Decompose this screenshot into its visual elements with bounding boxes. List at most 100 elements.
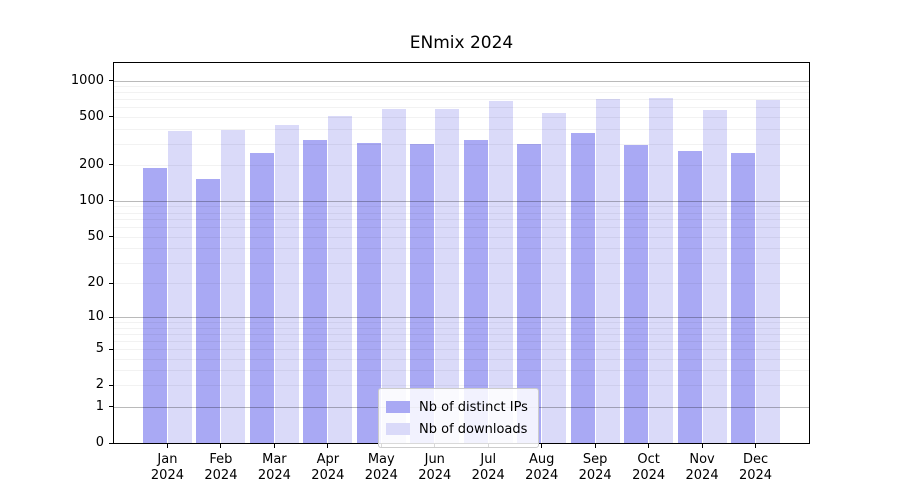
y-tick-mark-200 — [109, 164, 113, 166]
gridline-major-1000 — [114, 80, 809, 82]
y-tick-label-5: 5 — [95, 341, 104, 357]
bar-downloads-may — [381, 108, 406, 443]
bar-downloads-nov — [702, 109, 727, 443]
gridline-minor-800 — [114, 92, 809, 94]
x-tick-label-sep: Sep 2024 — [578, 452, 612, 483]
legend-swatch-distinct-ips — [386, 401, 410, 413]
x-tick-label-jun: Jun 2024 — [418, 452, 452, 483]
y-tick-mark-100 — [109, 200, 113, 202]
gridline-minor-3 — [114, 370, 809, 372]
y-tick-label-1: 1 — [95, 398, 104, 414]
gridline-minor-700 — [114, 99, 809, 101]
gridline-major-100 — [114, 200, 809, 202]
x-tick-label-jan: Jan 2024 — [150, 452, 184, 483]
y-tick-label-50: 50 — [87, 228, 104, 244]
y-tick-mark-500 — [109, 116, 113, 118]
x-tick-mark-apr — [327, 444, 329, 448]
y-tick-mark-5 — [109, 348, 113, 350]
gridline-minor-900 — [114, 86, 809, 88]
bar-downloads-jul — [488, 100, 513, 443]
gridline-major-10 — [114, 317, 809, 319]
bar-downloads-jun — [435, 108, 460, 443]
bar-downloads-oct — [649, 98, 674, 443]
plot-area — [113, 62, 810, 444]
y-tick-mark-1 — [109, 406, 113, 408]
x-tick-label-oct: Oct 2024 — [632, 452, 666, 483]
bar-distinct-ips-feb — [196, 179, 221, 443]
bar-downloads-dec — [756, 99, 781, 443]
gridline-minor-9 — [114, 322, 809, 324]
bar-distinct-ips-oct — [624, 144, 649, 443]
y-tick-mark-20 — [109, 282, 113, 284]
legend-swatch-downloads — [386, 423, 410, 435]
bar-downloads-sep — [595, 99, 620, 443]
gridline-minor-500 — [114, 116, 809, 118]
x-tick-mark-oct — [648, 444, 650, 448]
gridline-minor-40 — [114, 248, 809, 250]
x-tick-label-apr: Apr 2024 — [311, 452, 345, 483]
gridline-minor-6 — [114, 340, 809, 342]
x-tick-mark-mar — [273, 444, 275, 448]
x-tick-mark-sep — [594, 444, 596, 448]
bar-distinct-ips-nov — [677, 151, 702, 443]
y-tick-mark-0 — [109, 442, 113, 444]
y-tick-label-200: 200 — [79, 156, 104, 172]
x-tick-label-nov: Nov 2024 — [685, 452, 719, 483]
gridline-minor-60 — [114, 227, 809, 229]
gridline-minor-7 — [114, 333, 809, 335]
chart-title: ENmix 2024 — [409, 33, 514, 53]
x-tick-mark-jan — [166, 444, 168, 448]
y-tick-mark-50 — [109, 236, 113, 238]
gridline-minor-70 — [114, 219, 809, 221]
legend: Nb of distinct IPs Nb of downloads — [378, 388, 539, 448]
y-tick-label-0: 0 — [95, 435, 104, 450]
gridline-minor-4 — [114, 358, 809, 360]
x-tick-label-dec: Dec 2024 — [738, 452, 773, 483]
gridline-minor-600 — [114, 107, 809, 109]
x-tick-label-jul: Jul 2024 — [471, 452, 505, 483]
gridline-minor-8 — [114, 327, 809, 329]
legend-entry-downloads: Nb of downloads — [386, 418, 528, 440]
x-tick-label-mar: Mar 2024 — [257, 452, 291, 483]
gridline-minor-200 — [114, 164, 809, 166]
legend-label-distinct-ips: Nb of distinct IPs — [419, 399, 528, 415]
bar-distinct-ips-sep — [570, 133, 595, 443]
x-tick-mark-dec — [755, 444, 757, 448]
bar-downloads-feb — [221, 129, 246, 443]
gridline-minor-300 — [114, 143, 809, 145]
y-tick-label-500: 500 — [79, 108, 104, 124]
gridline-minor-5 — [114, 349, 809, 350]
y-tick-mark-2 — [109, 384, 113, 386]
y-tick-mark-1000 — [109, 80, 113, 82]
gridline-minor-80 — [114, 212, 809, 214]
gridline-minor-50 — [114, 236, 809, 238]
gridline-minor-30 — [114, 262, 809, 264]
y-tick-label-10: 10 — [87, 309, 104, 325]
bar-downloads-mar — [274, 124, 299, 443]
bar-distinct-ips-dec — [731, 152, 756, 443]
y-tick-label-20: 20 — [87, 275, 104, 291]
gridline-minor-400 — [114, 128, 809, 130]
x-tick-mark-nov — [701, 444, 703, 448]
legend-label-downloads: Nb of downloads — [419, 421, 528, 437]
x-tick-label-may: May 2024 — [364, 452, 398, 483]
bar-downloads-apr — [328, 116, 353, 443]
gridline-minor-2 — [114, 385, 809, 387]
x-tick-label-feb: Feb 2024 — [204, 452, 238, 483]
x-tick-mark-aug — [541, 444, 543, 448]
bar-downloads-jan — [167, 131, 192, 443]
legend-entry-distinct-ips: Nb of distinct IPs — [386, 396, 528, 418]
x-tick-mark-feb — [220, 444, 222, 448]
x-tick-label-aug: Aug 2024 — [525, 452, 559, 483]
y-tick-mark-10 — [109, 316, 113, 318]
y-tick-label-2: 2 — [95, 377, 104, 393]
bar-distinct-ips-may — [356, 143, 381, 443]
y-tick-label-100: 100 — [79, 192, 104, 208]
bar-distinct-ips-apr — [303, 140, 328, 443]
bar-downloads-aug — [542, 112, 567, 443]
gridline-minor-20 — [114, 283, 809, 285]
bar-distinct-ips-mar — [249, 153, 274, 443]
y-tick-label-1000: 1000 — [70, 72, 104, 88]
bar-distinct-ips-jan — [142, 167, 167, 443]
